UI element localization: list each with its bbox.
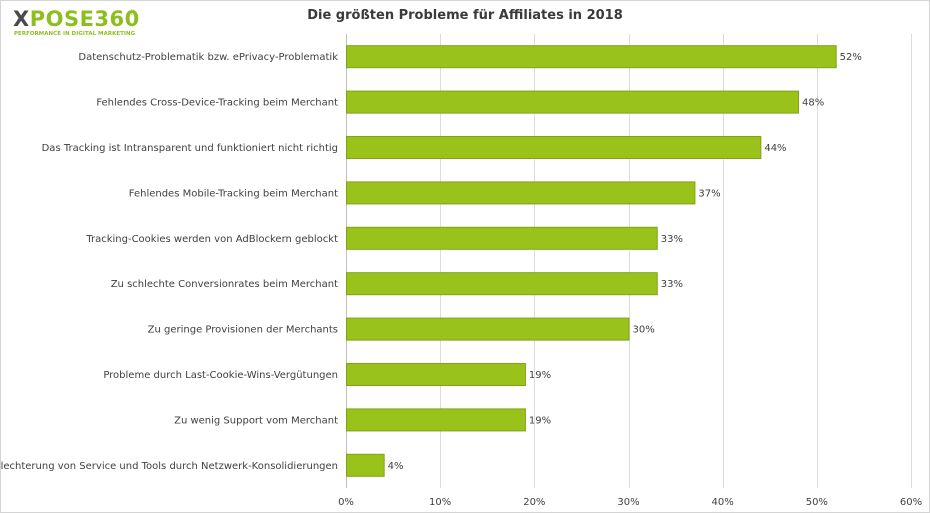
category-label: Verschlechterung von Service und Tools d… bbox=[1, 461, 338, 472]
bar bbox=[346, 272, 658, 296]
data-label: 33% bbox=[661, 234, 683, 245]
data-label: 19% bbox=[529, 370, 551, 381]
category-label: Zu geringe Provisionen der Merchants bbox=[148, 325, 338, 336]
xpose360-logo: XPOSE360 ® PERFORMANCE IN DIGITAL MARKET… bbox=[13, 7, 153, 41]
data-label: 52% bbox=[840, 52, 862, 63]
x-tick-label: 60% bbox=[900, 497, 922, 508]
data-label: 33% bbox=[661, 279, 683, 290]
x-tick-label: 50% bbox=[806, 497, 828, 508]
bar bbox=[346, 136, 762, 159]
x-tick-label: 0% bbox=[338, 497, 354, 508]
bar bbox=[346, 317, 630, 341]
x-tick-label: 10% bbox=[429, 497, 451, 508]
category-label: Das Tracking ist Intransparent und funkt… bbox=[42, 143, 338, 154]
logo-x-letter: X bbox=[13, 7, 30, 31]
bar bbox=[346, 45, 837, 69]
bar bbox=[346, 408, 526, 432]
x-tick-label: 20% bbox=[523, 497, 545, 508]
bar bbox=[346, 453, 385, 477]
x-tick-label: 40% bbox=[712, 497, 734, 508]
data-label: 48% bbox=[802, 98, 824, 109]
logo-tagline: PERFORMANCE IN DIGITAL MARKETING bbox=[14, 31, 136, 37]
data-label: 44% bbox=[764, 143, 786, 154]
bar bbox=[346, 181, 696, 205]
registered-mark: ® bbox=[129, 9, 136, 17]
category-label: Zu wenig Support vom Merchant bbox=[174, 415, 338, 426]
data-label: 37% bbox=[698, 188, 720, 199]
bar bbox=[346, 226, 658, 250]
logo-wordmark: XPOSE360 bbox=[13, 7, 140, 31]
chart-title: Die größten Probleme für Affiliates in 2… bbox=[307, 8, 623, 23]
category-label: Zu schlechte Conversionrates beim Mercha… bbox=[111, 279, 338, 290]
bar bbox=[346, 363, 526, 386]
data-label: 4% bbox=[388, 461, 404, 472]
category-label: Datenschutz-Problematik bzw. ePrivacy-Pr… bbox=[78, 52, 338, 63]
bar bbox=[346, 90, 799, 114]
category-label: Fehlendes Cross-Device-Tracking beim Mer… bbox=[96, 98, 338, 109]
category-label: Probleme durch Last-Cookie-Wins-Vergütun… bbox=[103, 370, 338, 381]
category-label: Fehlendes Mobile-Tracking beim Merchant bbox=[129, 188, 338, 199]
data-label: 30% bbox=[633, 325, 655, 336]
logo-name: POSE360 bbox=[29, 7, 140, 31]
category-label: Tracking-Cookies werden von AdBlockern g… bbox=[85, 234, 338, 245]
data-label: 19% bbox=[529, 415, 551, 426]
x-tick-label: 30% bbox=[617, 497, 639, 508]
